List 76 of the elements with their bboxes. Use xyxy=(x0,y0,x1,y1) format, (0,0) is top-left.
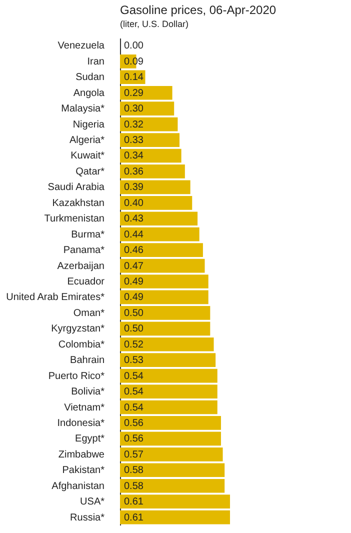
data-label: 0.57 xyxy=(124,449,144,460)
y-tick-label: Ecuador xyxy=(67,276,106,288)
data-label: 0.47 xyxy=(124,260,144,272)
bar xyxy=(120,274,208,288)
bar xyxy=(120,164,185,178)
bar xyxy=(120,416,221,430)
data-label: 0.14 xyxy=(124,72,144,84)
bar xyxy=(120,400,218,414)
data-label: 0.61 xyxy=(124,496,144,508)
y-tick-label: Burma* xyxy=(71,229,105,240)
y-tick-label: Kuwait* xyxy=(70,150,105,162)
data-label: 0.58 xyxy=(124,465,144,476)
y-tick-label: Iran xyxy=(87,56,104,68)
y-tick-label: Zimbabwe xyxy=(58,449,105,460)
bar xyxy=(120,510,230,524)
y-tick-label: Afghanistan xyxy=(52,480,104,492)
y-tick-label: Indonesia* xyxy=(57,418,105,429)
y-tick-label: USA* xyxy=(80,496,105,508)
chart-title: Gasoline prices, 06-Apr-2020 xyxy=(120,3,276,17)
y-tick-label: Pakistan* xyxy=(62,465,105,476)
y-tick-label: Vietnam* xyxy=(64,402,105,414)
data-label: 0.33 xyxy=(124,135,144,146)
data-label: 0.54 xyxy=(124,386,144,398)
y-tick-label: Sudan xyxy=(76,72,104,84)
data-label: 0.49 xyxy=(124,276,144,288)
data-label: 0.53 xyxy=(124,355,144,366)
y-tick-label: Qatar* xyxy=(76,166,105,178)
bar xyxy=(120,148,182,163)
data-label: 0.49 xyxy=(124,292,144,304)
y-tick-label: Russia* xyxy=(70,512,105,524)
bar xyxy=(120,258,205,273)
data-label: 0.56 xyxy=(124,418,144,429)
data-label: 0.54 xyxy=(124,402,144,414)
y-tick-label: Panama* xyxy=(63,245,105,256)
y-tick-label: Egypt* xyxy=(75,434,105,445)
y-tick-label: Colombia* xyxy=(58,339,105,350)
data-label: 0.56 xyxy=(124,434,144,445)
bar xyxy=(120,432,221,446)
bar xyxy=(120,290,208,304)
y-tick-label: Puerto Rico* xyxy=(48,370,105,382)
data-label: 0.52 xyxy=(124,339,144,350)
data-label: 0.32 xyxy=(124,119,144,130)
y-tick-label: Nigeria xyxy=(72,119,105,130)
y-tick-label: Azerbaijan xyxy=(57,260,104,272)
data-label: 0.46 xyxy=(124,245,144,256)
y-tick-label: Angola xyxy=(73,88,105,99)
data-label: 0.36 xyxy=(124,166,144,178)
data-label: 0.54 xyxy=(124,370,144,382)
bar xyxy=(120,180,190,194)
data-label: 0.61 xyxy=(124,512,144,524)
y-tick-label: Venezuela xyxy=(58,40,105,52)
data-label: 0.50 xyxy=(124,308,144,319)
data-label: 0.40 xyxy=(124,198,144,209)
data-label: 0.30 xyxy=(124,104,144,115)
data-label: 0.00 xyxy=(124,40,144,52)
y-tick-label: Algeria* xyxy=(69,135,105,146)
y-tick-label: Bolivia* xyxy=(71,386,105,398)
bar xyxy=(120,384,218,398)
y-tick-label: Bahrain xyxy=(70,355,104,366)
data-label: 0.58 xyxy=(124,480,144,492)
y-tick-label: United Arab Emirates* xyxy=(6,292,105,304)
chart-subtitle: (liter, U.S. Dollar) xyxy=(120,19,189,29)
y-tick-label: Kyrgyzstan* xyxy=(51,324,105,335)
y-tick-label: Oman* xyxy=(73,308,105,319)
data-label: 0.44 xyxy=(124,229,144,240)
data-label: 0.34 xyxy=(124,150,144,162)
y-tick-label: Kazakhstan xyxy=(52,198,104,209)
y-tick-label: Turkmenistan xyxy=(44,214,104,225)
data-label: 0.39 xyxy=(124,182,144,194)
y-tick-label: Malaysia* xyxy=(61,104,105,115)
bar xyxy=(120,368,218,383)
data-label: 0.50 xyxy=(124,324,144,335)
y-tick-label: Saudi Arabia xyxy=(48,182,105,194)
data-label: 0.43 xyxy=(124,214,144,225)
bar xyxy=(120,133,180,147)
data-label: 0.29 xyxy=(124,88,144,99)
